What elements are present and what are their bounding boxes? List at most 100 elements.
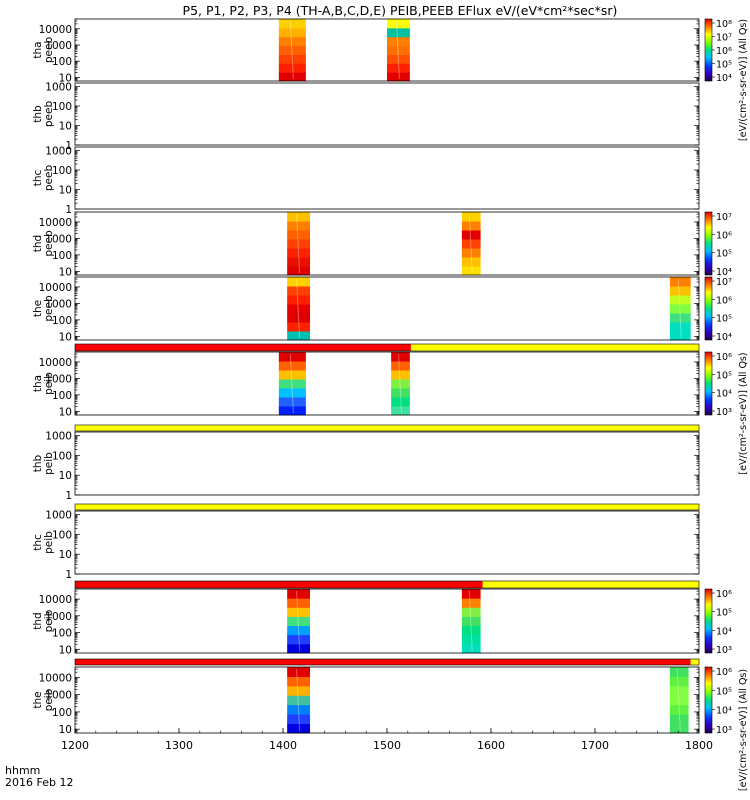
colorbar: [704, 351, 713, 416]
spectrogram-block: [669, 277, 691, 341]
status-bar-frame: [74, 580, 700, 589]
y-tick-label: 10: [59, 266, 72, 278]
spectrogram-cell: [461, 634, 481, 645]
colorbar-title: [eV/(cm²-s-sr-eV)] (All Qs): [738, 19, 749, 141]
spectrogram-cell: [287, 634, 311, 645]
status-bar-frame: [74, 343, 700, 352]
spectrogram-cell: [287, 723, 311, 734]
spectrogram-cell: [278, 406, 306, 416]
panel-frame: [74, 276, 700, 341]
spectrogram-cell: [287, 239, 311, 249]
y-tick-label: 10: [59, 331, 72, 343]
spectrogram-cell: [387, 72, 410, 82]
status-bar-segment: [75, 581, 483, 588]
spectrogram-cell: [669, 277, 691, 287]
spectrogram-cell: [669, 685, 689, 696]
panel-the-peib: 10 100 1000 10000 thepeib 10³ 10⁴ 10⁵ 10⁶ [eV/(cm…: [32, 658, 749, 791]
spectrogram-cell: [391, 379, 410, 389]
panel-label: thcpeeb: [32, 165, 55, 192]
colorbar-tick-label: 10⁵: [716, 686, 732, 697]
y-tick-label: 10: [59, 120, 72, 132]
spectrogram-streak: [676, 668, 681, 732]
y-tick-label: 1: [65, 490, 72, 502]
spectrogram-cell: [387, 27, 410, 38]
y-tick-label: 10000: [39, 672, 72, 684]
panel-thc-peib: 1 10 100 1000 thcpeib: [32, 503, 700, 581]
colorbar-tick-label: 10⁵: [716, 608, 732, 619]
y-tick-label: 10: [59, 406, 72, 418]
x-tick-label: 1500: [373, 739, 401, 752]
spectrogram-cell: [278, 370, 306, 380]
spectrogram-streak: [468, 213, 473, 274]
spectrogram-cell: [287, 616, 311, 627]
spectrogram-cell: [287, 695, 311, 706]
y-tick-label: 100: [52, 56, 72, 68]
colorbar-tick-label: 10⁴: [716, 389, 732, 400]
spectrogram-cell: [669, 676, 689, 687]
spectrogram-cell: [287, 643, 311, 654]
panel-frame: [74, 82, 700, 146]
x-tick-label: 1600: [477, 739, 505, 752]
colorbar: [704, 276, 713, 341]
spectrogram-block: [278, 352, 306, 416]
spectrogram-cell: [461, 221, 481, 231]
y-tick-label: 1000: [45, 509, 72, 521]
status-bar-segment: [75, 504, 699, 510]
chart-title: P5, P1, P2, P3, P4 (TH-A,B,C,D,E) PEIB,P…: [183, 3, 618, 18]
spectrogram-cell: [669, 704, 689, 715]
spectrogram-streak: [395, 20, 400, 80]
colorbar-title: [eV/(cm²-s-sr-eV)] (All Qs): [738, 352, 749, 474]
colorbar-tick-label: 10⁷: [716, 212, 732, 223]
spectrogram-cell: [387, 19, 410, 29]
spectrogram-cell: [669, 322, 691, 332]
spectrogram-cell: [287, 685, 311, 696]
y-tick-label: 1000: [45, 81, 72, 93]
colorbar-tick-label: 10³: [716, 645, 732, 656]
spectrogram-cell: [287, 714, 311, 725]
spectrogram-cell: [669, 695, 689, 706]
y-tick-label: 1: [65, 569, 72, 581]
spectrogram-cell: [669, 714, 689, 725]
spectrogram-block: [669, 667, 689, 734]
colorbar-tick-label: 10⁵: [716, 314, 732, 325]
colorbar-tick-label: 10⁶: [716, 295, 732, 306]
colorbar-title: [eV/(cm²-s-sr-eV)] (All Qs): [738, 669, 749, 791]
spectrogram-cell: [391, 397, 410, 407]
y-tick-label: 10000: [39, 24, 72, 36]
spectrogram-cell: [391, 352, 410, 362]
colorbar-tick-label: 10⁶: [716, 667, 732, 678]
spectrogram-cell: [461, 230, 481, 240]
status-bar-segment: [75, 344, 411, 351]
panel-frame: [74, 510, 700, 575]
spectrogram-cell: [287, 598, 311, 608]
spectrogram-cell: [287, 313, 311, 323]
y-tick-label: 10000: [39, 594, 72, 606]
spectrogram-cell: [669, 667, 689, 677]
y-tick-label: 1000: [45, 40, 72, 52]
x-tick-label: 1200: [61, 739, 89, 752]
spectrogram-cell: [669, 286, 691, 296]
spectrogram-block: [461, 212, 481, 276]
panel-frame: [74, 211, 700, 276]
y-tick-label: 100: [52, 101, 72, 113]
y-tick-label: 1000: [45, 373, 72, 385]
colorbar-tick-label: 10⁵: [716, 60, 732, 71]
spectrogram-cell: [461, 616, 481, 627]
spectrogram-block: [287, 212, 311, 276]
y-tick-label: 10000: [39, 357, 72, 369]
panel-label: thepeeb: [32, 295, 55, 322]
colorbar-tick-label: 10³: [716, 407, 732, 418]
panel-thc-peeb: 1 10 100 1000 thcpeeb: [32, 145, 700, 216]
spectrogram-cell: [287, 257, 311, 267]
spectrogram-cell: [461, 598, 481, 608]
spectrogram-streak: [289, 20, 294, 80]
spectrogram-cell: [287, 277, 311, 287]
colorbar-tick-label: 10⁴: [716, 73, 732, 84]
y-tick-label: 100: [52, 707, 72, 719]
panel-frame: [74, 146, 700, 210]
status-bar-frame: [74, 424, 700, 432]
y-tick-label: 100: [52, 315, 72, 327]
x-tick-label: 1400: [269, 739, 297, 752]
spectrogram-cell: [287, 607, 311, 617]
